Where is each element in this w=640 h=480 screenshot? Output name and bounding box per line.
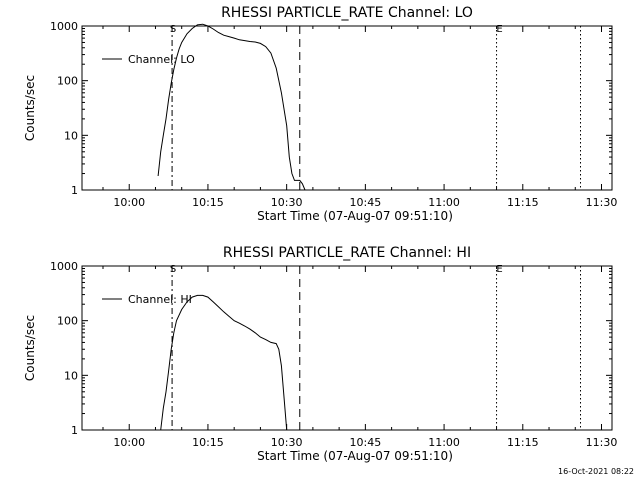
panel-lo: RHESSI PARTICLE_RATE Channel: LO 10:00 10:… [23,5,617,223]
x-tick-label: 10:15 [192,196,224,209]
y-axis-label: Counts/sec [23,315,37,381]
chart-title: RHESSI PARTICLE_RATE Channel: LO [221,5,473,21]
series-line [157,23,306,191]
x-tick-label: 11:30 [586,196,618,209]
y-tick-label: 100 [57,315,78,328]
axes-frame [81,25,613,191]
y-tick-label: 1000 [50,260,78,273]
x-tick-label: 11:00 [428,436,460,449]
end-annotation: E [496,24,502,35]
x-tick-label: 10:45 [350,196,382,209]
start-annotation: S [170,24,176,35]
x-axis-label: Start Time (07-Aug-07 09:51:10) [257,449,453,463]
y-tick-label: 1000 [50,20,78,33]
chart-title: RHESSI PARTICLE_RATE Channel: HI [223,245,471,261]
axes-frame [81,265,613,431]
x-tick-label: 11:15 [507,196,539,209]
footer-timestamp: 16-Oct-2021 08:22 [558,467,634,476]
start-annotation: S [170,264,176,275]
x-tick-label: 11:30 [586,436,618,449]
y-axis-label: Counts/sec [23,75,37,141]
x-tick-label: 11:15 [507,436,539,449]
y-tick-label: 1 [71,424,78,437]
x-tick-label: 10:00 [113,436,145,449]
x-tick-label: 10:30 [271,196,303,209]
y-tick-label: 10 [64,369,78,382]
panel-hi: RHESSI PARTICLE_RATE Channel: HI 10:00 10:… [23,245,617,463]
x-tick-label: 10:15 [192,436,224,449]
legend-label: Channel: HI [128,293,192,306]
x-tick-label: 10:30 [271,436,303,449]
x-tick-label: 11:00 [428,196,460,209]
y-tick-label: 100 [57,75,78,88]
x-axis-label: Start Time (07-Aug-07 09:51:10) [257,209,453,223]
end-annotation: E [496,264,502,275]
x-tick-label: 10:45 [350,436,382,449]
x-tick-label: 10:00 [113,196,145,209]
series-line [160,294,288,431]
y-tick-label: 1 [71,184,78,197]
legend-label: Channel: LO [128,53,195,66]
y-tick-label: 10 [64,129,78,142]
